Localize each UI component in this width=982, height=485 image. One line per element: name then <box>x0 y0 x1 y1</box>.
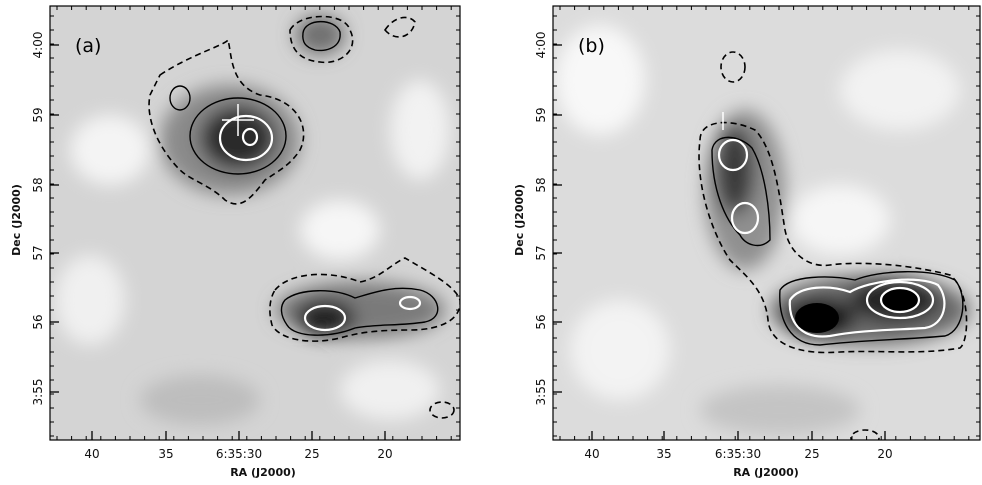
x-tick-label: 6:35:30 <box>216 447 262 461</box>
y-tick-label: 56 <box>534 314 548 329</box>
y-tick-label: 59 <box>534 107 548 122</box>
y-tick-label: 57 <box>31 245 45 260</box>
y-tick-label: 4:00 <box>534 32 548 59</box>
y-tick-label: 3:55 <box>534 379 548 406</box>
y-tick-label: 59 <box>31 107 45 122</box>
y-axis-title: Dec (J2000) <box>513 184 526 256</box>
x-tick-label: 20 <box>377 447 392 461</box>
x-tick-label: 6:35:30 <box>715 447 761 461</box>
panel-a-image <box>50 6 460 440</box>
x-tick-label: 40 <box>584 447 599 461</box>
x-axis-title: RA (J2000) <box>733 466 799 479</box>
x-tick-label: 40 <box>84 447 99 461</box>
panel-b-image <box>553 6 980 440</box>
x-tick-label: 25 <box>304 447 319 461</box>
x-tick-label: 25 <box>804 447 819 461</box>
y-axis-title: Dec (J2000) <box>10 184 23 256</box>
x-tick-label: 35 <box>158 447 173 461</box>
x-axis-title: RA (J2000) <box>230 466 296 479</box>
y-tick-label: 58 <box>534 177 548 192</box>
y-tick-label: 57 <box>534 245 548 260</box>
panel-frame <box>49 5 461 441</box>
panel-label: (a) <box>75 35 101 57</box>
panel-frame <box>552 5 981 441</box>
panel-label: (b) <box>578 35 605 57</box>
y-tick-label: 58 <box>31 177 45 192</box>
y-tick-label: 3:55 <box>31 379 45 406</box>
x-tick-label: 20 <box>877 447 892 461</box>
y-tick-label: 56 <box>31 314 45 329</box>
x-tick-label: 35 <box>656 447 671 461</box>
y-tick-label: 4:00 <box>31 32 45 59</box>
